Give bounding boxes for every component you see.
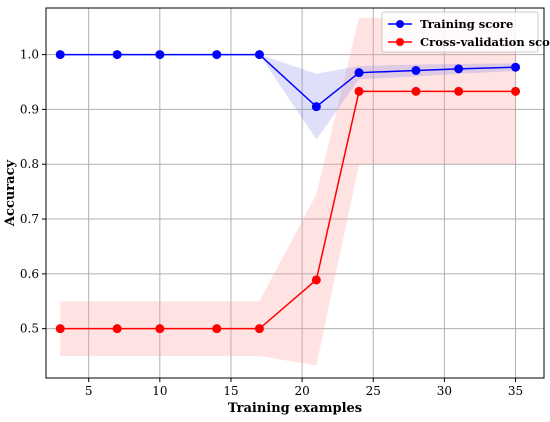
x-tick-label: 35: [508, 384, 523, 398]
series-lines: [60, 53, 516, 330]
data-point-training: [454, 64, 464, 74]
x-tick-label: 5: [85, 384, 93, 398]
legend-label-training: Training score: [420, 17, 513, 31]
x-tick-label: 20: [294, 384, 309, 398]
x-tick-label: 25: [366, 384, 381, 398]
x-axis-label: Training examples: [228, 401, 362, 416]
data-point-training: [212, 50, 222, 60]
data-point-training: [511, 62, 521, 72]
y-tick-label: 0.9: [20, 102, 39, 116]
y-tick-label: 1.0: [20, 48, 39, 62]
series-line-training: [60, 53, 516, 108]
data-point-cross-validation: [55, 324, 65, 334]
data-point-cross-validation: [354, 86, 364, 96]
data-point-cross-validation: [155, 324, 165, 334]
data-point-cross-validation: [254, 324, 264, 334]
data-point-training: [112, 50, 122, 60]
y-tick-label: 0.5: [20, 322, 39, 336]
series-line-cross-validation: [60, 90, 516, 330]
y-tick-label: 0.8: [20, 157, 39, 171]
plot-frame: [45, 7, 545, 379]
data-point-cross-validation: [511, 86, 521, 96]
legend-marker-training: [396, 20, 404, 28]
x-tick-label: 15: [223, 384, 238, 398]
data-point-training: [411, 65, 421, 75]
data-point-cross-validation: [112, 324, 122, 334]
x-tick-label: 10: [152, 384, 167, 398]
y-tick-label: 0.6: [20, 267, 39, 281]
x-tick-label: 30: [437, 384, 452, 398]
data-point-training: [55, 50, 65, 60]
data-point-cross-validation: [212, 324, 222, 334]
data-point-training: [354, 68, 364, 78]
confidence-band-training: [60, 54, 516, 140]
confidence-band-cross-validation: [60, 17, 516, 366]
y-axis-label: Accuracy: [3, 160, 18, 228]
axis-ticks: 5 10 15 20 25 30 35 0.5 0.6 0.7 0.8 0.9 1.0: [20, 48, 523, 398]
data-point-training: [254, 50, 264, 60]
data-point-cross-validation: [411, 86, 421, 96]
series-points: [55, 50, 521, 334]
legend-label-cross-validation: Cross-validation score: [420, 35, 550, 49]
y-tick-label: 0.7: [20, 212, 39, 226]
legend-marker-cross-validation: [396, 38, 404, 46]
legend: Training score Cross-validation score: [381, 11, 550, 53]
data-point-training: [311, 102, 321, 112]
data-point-cross-validation: [311, 275, 321, 285]
legend-box: [381, 11, 539, 53]
data-point-cross-validation: [454, 86, 464, 96]
data-point-training: [155, 50, 165, 60]
confidence-bands: [60, 17, 516, 366]
